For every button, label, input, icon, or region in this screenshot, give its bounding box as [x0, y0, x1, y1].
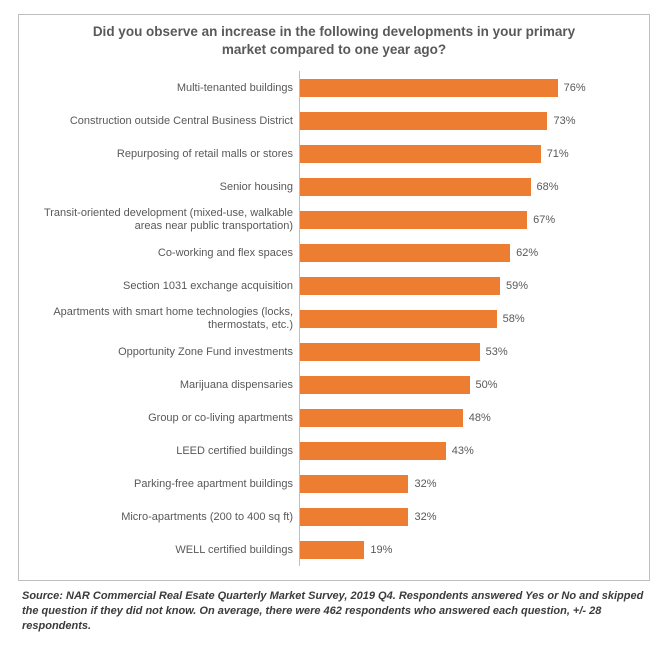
- category-label: Micro-apartments (200 to 400 sq ft): [29, 511, 299, 524]
- value-label: 32%: [408, 478, 436, 490]
- value-label: 32%: [408, 511, 436, 523]
- bar: [300, 244, 510, 262]
- chart-row: Transit-oriented development (mixed-use,…: [29, 203, 639, 236]
- value-label: 19%: [364, 544, 392, 556]
- bar-area: 32%: [299, 500, 639, 533]
- chart-row: LEED certified buildings 43%: [29, 434, 639, 467]
- bar-area: 50%: [299, 368, 639, 401]
- bar-area: 62%: [299, 236, 639, 269]
- bar: [300, 409, 463, 427]
- chart-row: Apartments with smart home technologies …: [29, 302, 639, 335]
- bar: [300, 541, 364, 559]
- value-label: 59%: [500, 280, 528, 292]
- category-label: Repurposing of retail malls or stores: [29, 148, 299, 161]
- bar-area: 71%: [299, 137, 639, 170]
- category-label: Section 1031 exchange acquisition: [29, 280, 299, 293]
- category-label: Apartments with smart home technologies …: [29, 306, 299, 331]
- bar-area: 73%: [299, 104, 639, 137]
- chart-row: Co-working and flex spaces 62%: [29, 236, 639, 269]
- bar-area: 32%: [299, 467, 639, 500]
- bar: [300, 376, 470, 394]
- category-label: Parking-free apartment buildings: [29, 478, 299, 491]
- chart-row: Senior housing 68%: [29, 170, 639, 203]
- source-note: Source: NAR Commercial Real Esate Quarte…: [18, 581, 650, 634]
- bar-area: 48%: [299, 401, 639, 434]
- chart-container: Did you observe an increase in the follo…: [18, 14, 650, 581]
- bar-area: 67%: [299, 203, 639, 236]
- value-label: 48%: [463, 412, 491, 424]
- bar: [300, 145, 541, 163]
- value-label: 53%: [480, 346, 508, 358]
- chart-row: Multi-tenanted buildings 76%: [29, 71, 639, 104]
- value-label: 50%: [470, 379, 498, 391]
- category-label: Senior housing: [29, 181, 299, 194]
- value-label: 43%: [446, 445, 474, 457]
- bar: [300, 112, 547, 130]
- bar: [300, 178, 531, 196]
- bar-area: 53%: [299, 335, 639, 368]
- bar-area: 59%: [299, 269, 639, 302]
- bar: [300, 475, 408, 493]
- bar-area: 19%: [299, 533, 639, 566]
- value-label: 71%: [541, 148, 569, 160]
- chart-row: Repurposing of retail malls or stores 71%: [29, 137, 639, 170]
- chart-row: Micro-apartments (200 to 400 sq ft) 32%: [29, 500, 639, 533]
- bar-area: 43%: [299, 434, 639, 467]
- bar: [300, 442, 446, 460]
- value-label: 67%: [527, 214, 555, 226]
- category-label: Multi-tenanted buildings: [29, 82, 299, 95]
- chart-row: Group or co-living apartments 48%: [29, 401, 639, 434]
- value-label: 58%: [497, 313, 525, 325]
- value-label: 62%: [510, 247, 538, 259]
- bar-area: 58%: [299, 302, 639, 335]
- bar: [300, 310, 497, 328]
- bar: [300, 79, 558, 97]
- category-label: Transit-oriented development (mixed-use,…: [29, 207, 299, 232]
- category-label: LEED certified buildings: [29, 445, 299, 458]
- value-label: 73%: [547, 115, 575, 127]
- chart-plot-area: Multi-tenanted buildings 76% Construction …: [29, 67, 639, 574]
- bar-area: 68%: [299, 170, 639, 203]
- chart-row: Section 1031 exchange acquisition 59%: [29, 269, 639, 302]
- chart-row: Opportunity Zone Fund investments 53%: [29, 335, 639, 368]
- chart-row: Marijuana dispensaries 50%: [29, 368, 639, 401]
- value-label: 76%: [558, 82, 586, 94]
- chart-row: Parking-free apartment buildings 32%: [29, 467, 639, 500]
- category-label: Marijuana dispensaries: [29, 379, 299, 392]
- category-label: WELL certified buildings: [29, 544, 299, 557]
- category-label: Opportunity Zone Fund investments: [29, 346, 299, 359]
- chart-title: Did you observe an increase in the follo…: [29, 23, 639, 67]
- bar: [300, 211, 527, 229]
- chart-row: Construction outside Central Business Di…: [29, 104, 639, 137]
- chart-row: WELL certified buildings 19%: [29, 533, 639, 566]
- category-label: Co-working and flex spaces: [29, 247, 299, 260]
- category-label: Group or co-living apartments: [29, 412, 299, 425]
- bar-area: 76%: [299, 71, 639, 104]
- bar: [300, 277, 500, 295]
- category-label: Construction outside Central Business Di…: [29, 115, 299, 128]
- bar: [300, 508, 408, 526]
- bar: [300, 343, 480, 361]
- value-label: 68%: [531, 181, 559, 193]
